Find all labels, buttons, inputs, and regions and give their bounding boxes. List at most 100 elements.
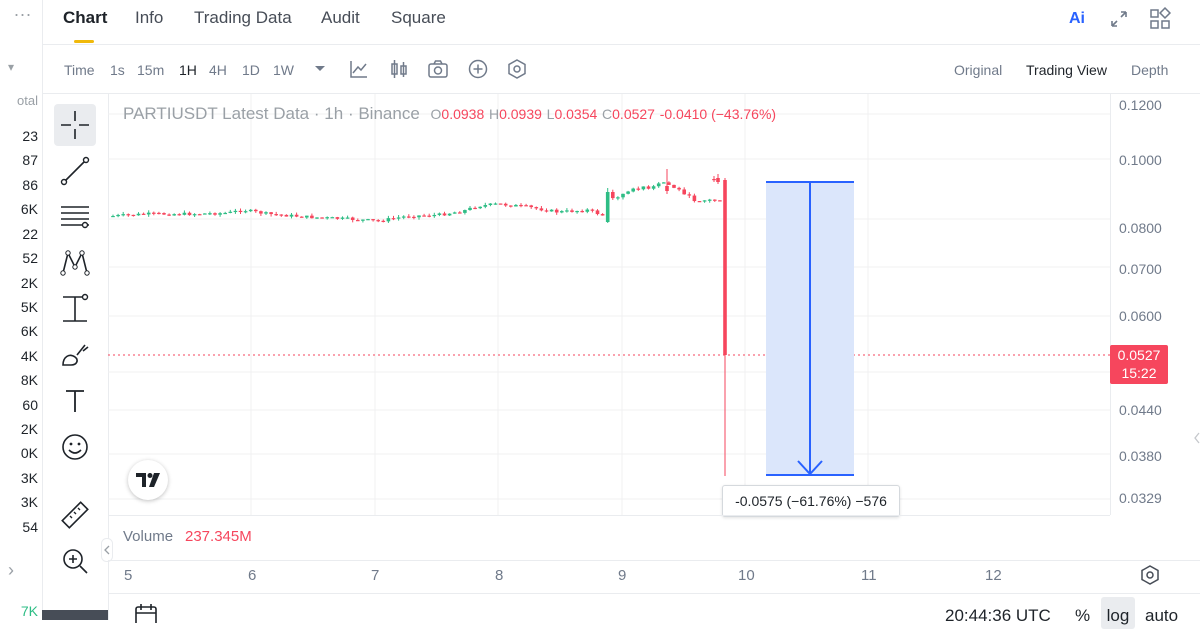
- chevron-right-icon[interactable]: ›: [8, 560, 14, 580]
- candle-type-icon[interactable]: [388, 58, 410, 80]
- candle-body: [580, 210, 584, 213]
- layout-grid-icon[interactable]: [1148, 7, 1172, 31]
- tab-audit[interactable]: Audit: [321, 8, 360, 27]
- candle-body: [544, 210, 549, 212]
- pattern-tool[interactable]: [54, 242, 96, 284]
- list-value: 0K: [20, 445, 38, 461]
- time-axis[interactable]: [108, 560, 1200, 593]
- candle-body: [605, 192, 610, 222]
- candle-body: [167, 214, 171, 216]
- tool-collapse-bar[interactable]: [42, 610, 108, 620]
- candle-body: [330, 217, 335, 219]
- list-value: 5K: [20, 299, 38, 315]
- brush-tool[interactable]: [54, 334, 96, 376]
- axis-settings-icon[interactable]: [1139, 564, 1161, 586]
- time-tick: 5: [124, 567, 133, 584]
- chart-legend: PARTIUSDT Latest Data · 1h · Binance O0.…: [123, 104, 776, 124]
- legend-high: 0.0939: [499, 106, 542, 122]
- candle-body: [570, 210, 574, 212]
- crosshair-tool[interactable]: [54, 104, 96, 146]
- interval-15m[interactable]: 15m: [137, 62, 165, 78]
- candle-body: [498, 203, 503, 205]
- candle-body: [315, 217, 319, 219]
- candle-body: [718, 200, 722, 202]
- view-trading-view[interactable]: Trading View: [1026, 62, 1107, 78]
- candle-body: [723, 180, 727, 355]
- list-value: 3K: [20, 470, 38, 486]
- candle-body: [549, 209, 554, 212]
- interval-dropdown-icon[interactable]: [314, 65, 326, 73]
- ruler-tool[interactable]: [54, 494, 96, 536]
- log-scale-toggle[interactable]: log: [1101, 597, 1135, 629]
- view-depth[interactable]: Depth: [1131, 62, 1169, 78]
- settings-icon[interactable]: [506, 58, 528, 80]
- candle-body: [682, 189, 686, 195]
- list-value: 8K: [20, 372, 38, 388]
- percent-scale-toggle[interactable]: %: [1075, 606, 1091, 625]
- caret-down-icon[interactable]: ▾: [7, 60, 14, 74]
- tab-bar: Chart Info Trading Data Audit Square: [42, 0, 1200, 45]
- text-tool[interactable]: [54, 380, 96, 422]
- candle-body: [493, 203, 498, 205]
- add-compare-icon[interactable]: [467, 58, 489, 80]
- emoji-tool[interactable]: [54, 426, 96, 468]
- candle-body: [452, 212, 457, 214]
- legend-close-label: C: [602, 106, 613, 122]
- legend-close: 0.0527: [612, 106, 655, 122]
- tab-chart[interactable]: Chart: [63, 8, 108, 27]
- list-value: 6K: [20, 323, 38, 339]
- trendline-tool[interactable]: [54, 150, 96, 192]
- zoom-tool[interactable]: [54, 540, 96, 582]
- time-tick: 6: [248, 567, 257, 584]
- fib-retracement-icon: [61, 206, 89, 229]
- more-menu-icon[interactable]: ...: [13, 0, 32, 20]
- interval-1h[interactable]: 1H: [179, 62, 197, 78]
- interval-1s[interactable]: 1s: [110, 62, 125, 78]
- candle-body: [320, 217, 324, 219]
- candle-body: [716, 178, 720, 182]
- candle-body: [289, 214, 294, 217]
- tab-trading-data[interactable]: Trading Data: [194, 8, 292, 27]
- price-chart[interactable]: [108, 94, 1110, 515]
- indicators-icon[interactable]: [348, 58, 370, 80]
- interval-1d[interactable]: 1D: [242, 62, 260, 78]
- candle-body: [677, 187, 681, 190]
- auto-scale-toggle[interactable]: auto: [1145, 606, 1179, 625]
- volume-value: 237.345M: [185, 528, 252, 545]
- scroll-handle[interactable]: [1193, 428, 1200, 448]
- ai-icon[interactable]: Ai: [1069, 10, 1085, 27]
- candle-body: [478, 206, 482, 209]
- candle-body: [391, 218, 396, 220]
- candle-body: [182, 212, 187, 215]
- measure-tool[interactable]: [54, 288, 96, 330]
- candle-body: [519, 204, 523, 207]
- list-value: 54: [22, 519, 38, 535]
- tab-square[interactable]: Square: [391, 8, 446, 27]
- interval-1w[interactable]: 1W: [273, 62, 294, 78]
- price-tick: 0.0380: [1119, 448, 1162, 464]
- candle-body: [152, 212, 156, 214]
- legend-exchange: Binance: [358, 104, 420, 123]
- candle-body: [468, 207, 472, 211]
- camera-icon[interactable]: [427, 58, 449, 80]
- view-original[interactable]: Original: [954, 62, 1003, 78]
- candle-body: [656, 183, 661, 187]
- candle-body: [386, 218, 391, 222]
- candle-body: [192, 214, 197, 216]
- candle-body: [554, 209, 559, 213]
- candle-body: [111, 215, 115, 218]
- calendar-icon[interactable]: [134, 603, 160, 623]
- fib-tool[interactable]: [54, 196, 96, 238]
- price-axis[interactable]: 0.1200 0.1000 0.0800 0.0700 0.0600 0.044…: [1110, 94, 1200, 515]
- candle-body: [712, 179, 716, 181]
- interval-4h[interactable]: 4H: [209, 62, 227, 78]
- tradingview-logo[interactable]: [128, 460, 168, 500]
- tab-info[interactable]: Info: [135, 8, 164, 27]
- candle-body: [335, 217, 340, 219]
- expand-icon[interactable]: [1108, 8, 1130, 30]
- candle-body: [203, 213, 207, 215]
- collapse-toolbar-icon[interactable]: [101, 538, 113, 562]
- candle-body: [248, 209, 253, 212]
- candle-body: [713, 199, 717, 201]
- candle-body: [254, 209, 258, 212]
